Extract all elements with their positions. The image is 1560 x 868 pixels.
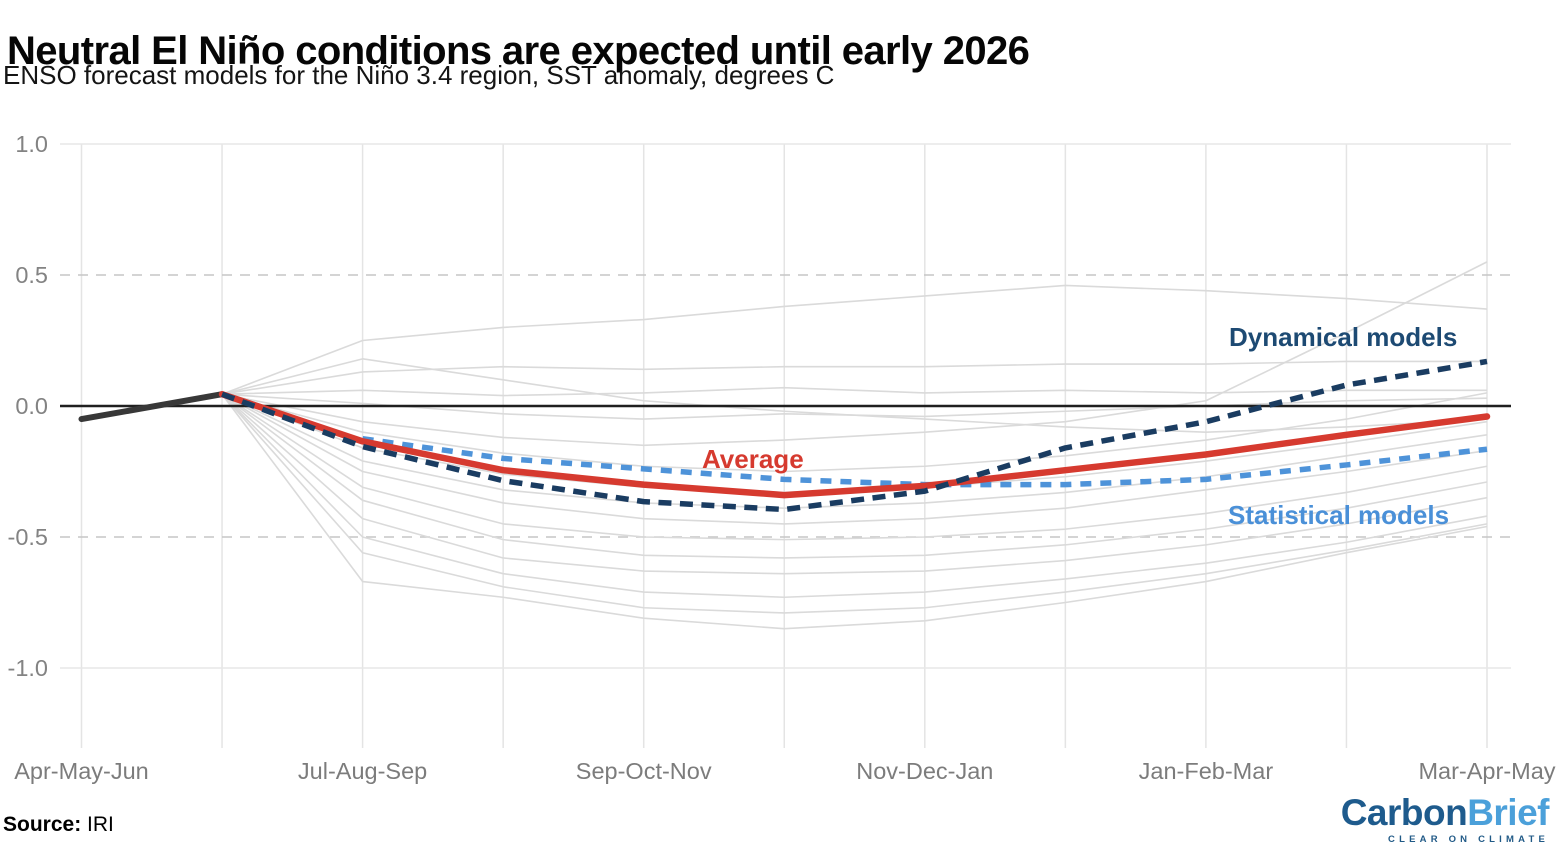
x-tick-label: Jul-Aug-Sep [298, 758, 427, 784]
model-run-line [221, 393, 1488, 630]
model-run-line [221, 393, 1488, 559]
source-note: Source: IRI [3, 813, 114, 837]
statistical-models-label: Statistical models [1228, 500, 1450, 530]
model-run-line [221, 393, 1488, 599]
carbonbrief-logo-tagline: CLEAR ON CLIMATE [1388, 834, 1549, 845]
model-run-line [221, 393, 1488, 509]
y-tick-label: -0.5 [8, 524, 49, 550]
x-tick-label: Nov-Dec-Jan [856, 758, 993, 784]
model-run-line [221, 284, 1488, 395]
model-run-line [221, 393, 1488, 575]
source-label: Source: [3, 813, 82, 836]
y-tick-label: 0.5 [15, 262, 48, 288]
series-line-dynamical-models [221, 358, 1488, 513]
model-run-line [221, 261, 1488, 447]
logo-brief-text: Brief [1467, 792, 1549, 833]
model-run-line [221, 393, 1488, 614]
x-tick-label: Apr-May-Jun [14, 758, 149, 784]
model-run-line [221, 392, 1488, 473]
y-tick-label: -1.0 [8, 655, 49, 681]
model-run-line [222, 386, 1487, 397]
y-tick-label: 1.0 [15, 131, 48, 157]
page-title: Neutral El Niño conditions are expected … [7, 28, 1030, 73]
y-tick-label: 0.0 [15, 393, 48, 419]
x-tick-label: Jan-Feb-Mar [1139, 758, 1274, 784]
model-run-line [221, 393, 1488, 525]
carbonbrief-logo: CarbonBrief CLEAR ON CLIMATE [1340, 792, 1550, 845]
x-tick-label: Sep-Oct-Nov [576, 758, 712, 784]
source-value: IRI [87, 813, 114, 836]
carbonbrief-logo-wordmark: CarbonBrief [1340, 792, 1550, 833]
average-label: Average [702, 444, 804, 474]
model-run-line [221, 360, 1487, 396]
model-run-line [221, 393, 1488, 541]
dynamical-models-label: Dynamical models [1229, 322, 1458, 352]
series-line-average [218, 390, 1491, 499]
series-line-observed [78, 391, 226, 423]
x-tick-label: Mar-Apr-May [1418, 758, 1555, 784]
logo-carbon-text: Carbon [1340, 792, 1468, 833]
page-subtitle: ENSO forecast models for the Niño 3.4 re… [3, 60, 835, 90]
